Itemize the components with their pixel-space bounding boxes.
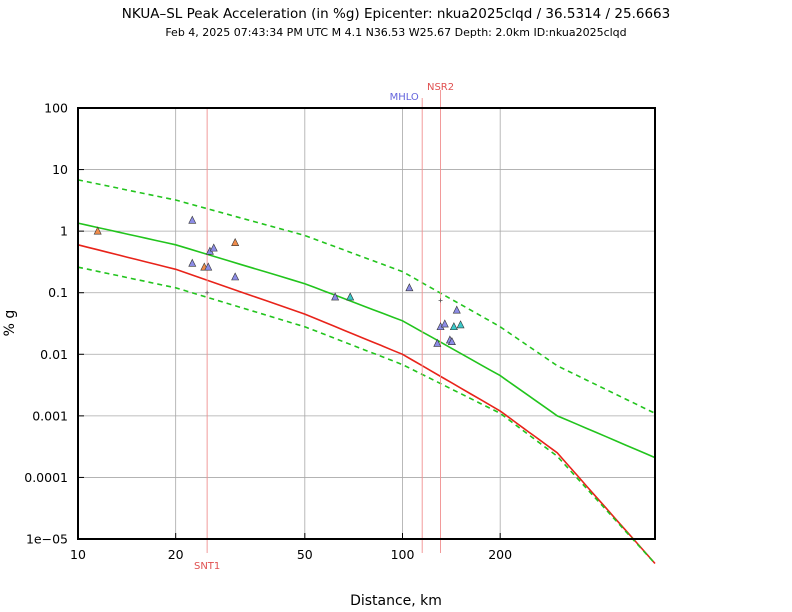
y-tick-label: 0.0001: [24, 470, 68, 485]
y-tick-label: 10: [52, 162, 68, 177]
station-lines: SNT1 MHLO NSR2: [194, 82, 454, 572]
y-tick-label: 0.001: [32, 408, 68, 423]
x-tick-label: 20: [168, 547, 184, 562]
y-tick-label: 0.01: [40, 347, 68, 362]
chart-subtitle: Feb 4, 2025 07:43:34 PM UTC M 4.1 N36.53…: [165, 26, 626, 39]
station-triangle: [188, 215, 197, 224]
chart-title: NKUA–SL Peak Acceleration (in %g) Epicen…: [122, 6, 670, 22]
y-tick-label: 0.1: [48, 285, 68, 300]
station-triangle: [231, 237, 240, 246]
axis-ticks: 10 20 50 100 200 100 10 1 0.1 0.01 0.001 0.0001 1e−0…: [24, 101, 512, 563]
cross-marker: [438, 298, 443, 303]
station-triangle: [447, 337, 456, 346]
station-triangle: [209, 243, 218, 252]
green-dashed-curve: [77, 179, 656, 415]
station-label: NSR2: [427, 82, 454, 93]
green-dashed-curve: [77, 266, 656, 565]
station-triangle: [456, 320, 465, 329]
model-curves: [77, 179, 656, 565]
station-triangle: [204, 262, 213, 271]
x-tick-label: 50: [297, 547, 313, 562]
station-triangle: [405, 283, 414, 292]
station-triangle: [452, 305, 461, 314]
station-triangle: [188, 258, 197, 267]
y-tick-label: 100: [44, 101, 68, 116]
green-solid-curve: [77, 222, 656, 459]
station-triangle: [449, 322, 458, 331]
station-triangle: [231, 272, 240, 281]
station-triangle: [433, 338, 442, 347]
y-tick-label: 1: [60, 224, 68, 239]
station-triangle: [93, 226, 102, 235]
grid: [77, 107, 655, 540]
station-label: MHLO: [390, 92, 419, 103]
data-points: [93, 215, 465, 347]
station-label: SNT1: [194, 561, 220, 572]
y-tick-label: 1e−05: [26, 532, 68, 547]
x-axis-label: Distance, km: [350, 593, 442, 609]
x-tick-label: 10: [70, 547, 86, 562]
plot-frame: [77, 107, 656, 540]
x-tick-label: 100: [391, 547, 415, 562]
station-triangle: [346, 292, 355, 301]
station-triangle: [331, 292, 340, 301]
cross-marker: [205, 290, 210, 295]
x-tick-label: 200: [488, 547, 512, 562]
station-triangle: [440, 319, 449, 328]
y-axis-label: % g: [2, 310, 18, 337]
red-solid-curve: [77, 244, 656, 565]
